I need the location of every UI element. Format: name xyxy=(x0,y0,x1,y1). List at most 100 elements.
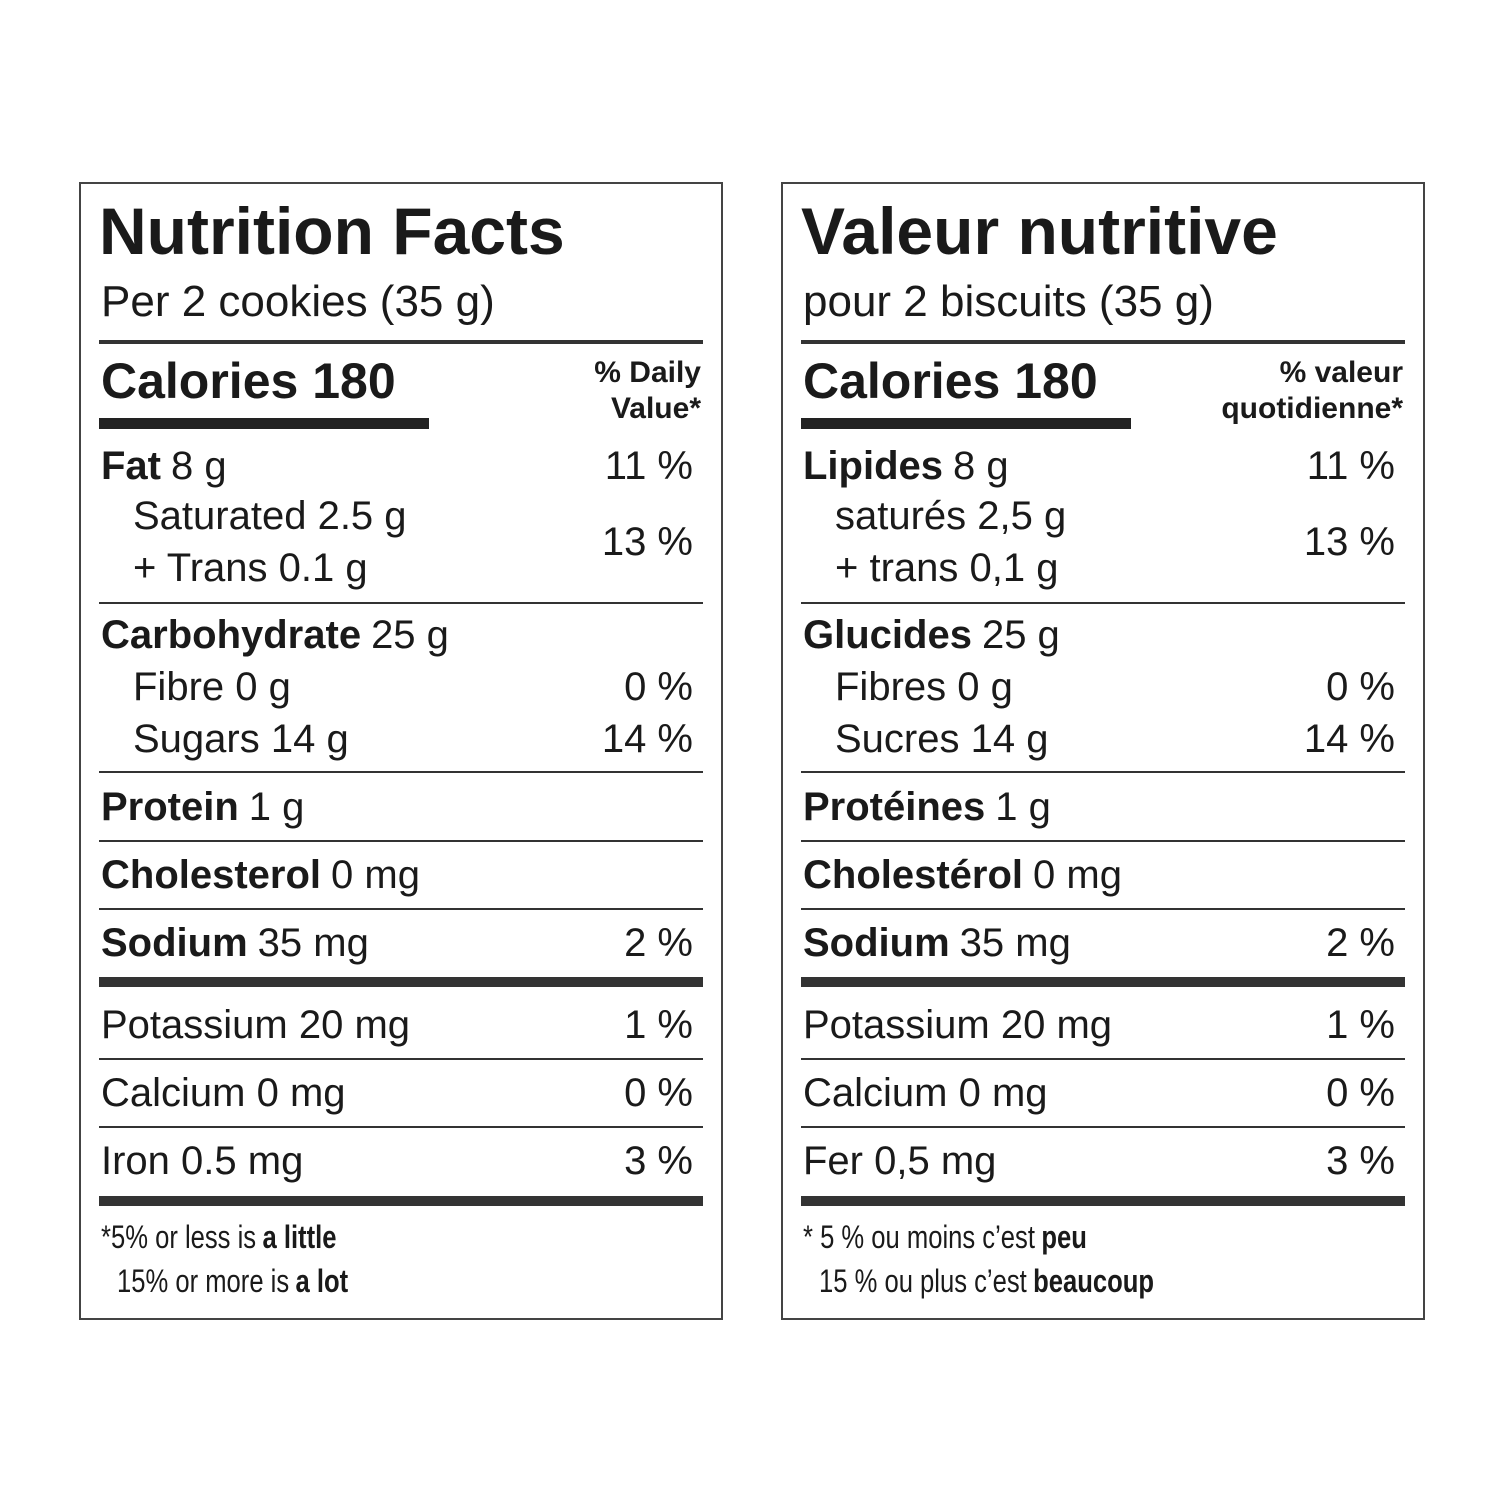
nutrient-name: Glucides xyxy=(803,613,972,657)
rule xyxy=(801,340,1405,344)
dv-header: % Daily xyxy=(594,356,701,389)
rule xyxy=(99,771,703,773)
nutrient-amount: Potassium 20 mg xyxy=(803,1003,1113,1047)
daily-value: 0 % xyxy=(624,665,693,709)
nutrient-row: Sodium 35 mg xyxy=(803,918,1071,968)
footnote-text: * 5 % ou moins c’est xyxy=(803,1219,1035,1255)
nutrient-row: Cholestérol 0 mg xyxy=(803,850,1122,900)
rule xyxy=(801,977,1405,987)
nutrient-row: Potassium 20 mg xyxy=(101,1000,410,1050)
nutrient-name: Cholestérol xyxy=(803,853,1024,897)
nutrient-row: saturés 2,5 g xyxy=(835,491,1066,541)
nutrient-name: Protein xyxy=(101,785,239,829)
nutrient-amount: + trans 0,1 g xyxy=(835,546,1059,590)
nutrition-panel: Nutrition Facts Per 2 cookies (35 g) Calor… xyxy=(79,182,723,1320)
rule xyxy=(801,602,1405,604)
footnote-text: *5% or less is xyxy=(101,1219,257,1255)
daily-value: 11 % xyxy=(1306,444,1395,488)
nutrient-amount: 1 g xyxy=(995,785,1051,829)
nutrient-amount: + Trans 0.1 g xyxy=(133,546,368,590)
nutrient-row: Saturated 2.5 g xyxy=(133,491,407,541)
nutrient-amount: Calcium 0 mg xyxy=(101,1071,346,1115)
daily-value: 13 % xyxy=(601,520,693,564)
nutrient-name: Fat xyxy=(101,444,161,488)
footnote-text: 15% or more is xyxy=(117,1263,290,1299)
nutrient-row: Fibre 0 g xyxy=(133,662,291,712)
title: Nutrition Facts xyxy=(99,194,565,268)
nutrient-amount: 0 mg xyxy=(331,853,420,897)
nutrient-row: Glucides 25 g xyxy=(803,610,1060,660)
nutrient-name: Lipides xyxy=(803,444,944,488)
nutrient-row: Fer 0,5 mg xyxy=(803,1136,996,1186)
rule xyxy=(801,1126,1405,1128)
nutrient-row: Fibres 0 g xyxy=(835,662,1013,712)
nutrient-name: Carbohydrate xyxy=(101,613,362,657)
serving-size: Per 2 cookies (35 g) xyxy=(101,277,495,326)
nutrient-row: Fat 8 g xyxy=(101,441,227,491)
rule xyxy=(99,1058,703,1060)
nutrient-amount: Fer 0,5 mg xyxy=(803,1139,997,1183)
daily-value: 2 % xyxy=(1326,921,1395,965)
nutrient-row: + Trans 0.1 g xyxy=(133,543,368,593)
nutrient-row: Iron 0.5 mg xyxy=(101,1136,303,1186)
nutrition-panel: Valeur nutritive pour 2 biscuits (35 g) Ca… xyxy=(781,182,1425,1320)
calories-bar xyxy=(801,418,1131,429)
nutrient-row: Calcium 0 mg xyxy=(803,1068,1048,1118)
rule xyxy=(99,1196,703,1206)
nutrient-name: Cholesterol xyxy=(101,853,322,897)
daily-value: 14 % xyxy=(1303,717,1395,761)
rule xyxy=(99,340,703,344)
nutrient-row: Sodium 35 mg xyxy=(101,918,369,968)
nutrient-row: Cholesterol 0 mg xyxy=(101,850,420,900)
rule xyxy=(801,1196,1405,1206)
rule xyxy=(99,602,703,604)
serving-size: pour 2 biscuits (35 g) xyxy=(803,277,1214,326)
calories: Calories 180 xyxy=(101,353,396,409)
nutrient-amount: Saturated 2.5 g xyxy=(133,494,407,538)
nutrient-amount: Fibre 0 g xyxy=(133,665,291,709)
nutrient-amount: Potassium 20 mg xyxy=(101,1003,411,1047)
footnote: *5% or less is a little xyxy=(101,1217,336,1257)
dv-header: quotidienne* xyxy=(1221,392,1403,425)
daily-value: 1 % xyxy=(624,1003,693,1047)
footnote: 15% or more is a lot xyxy=(117,1261,348,1301)
daily-value: 11 % xyxy=(604,444,693,488)
footnote: * 5 % ou moins c’est peu xyxy=(803,1217,1087,1257)
nutrient-row: Sugars 14 g xyxy=(133,714,349,764)
nutrient-amount: 35 mg xyxy=(959,921,1071,965)
rule xyxy=(801,771,1405,773)
daily-value: 13 % xyxy=(1303,520,1395,564)
nutrient-amount: 35 mg xyxy=(257,921,369,965)
nutrient-amount: 0 mg xyxy=(1033,853,1122,897)
nutrient-row: Carbohydrate 25 g xyxy=(101,610,449,660)
rule xyxy=(801,840,1405,842)
daily-value: 0 % xyxy=(1326,1071,1395,1115)
calories: Calories 180 xyxy=(803,353,1098,409)
footnote-emphasis: a lot xyxy=(295,1263,349,1299)
dv-header: Value* xyxy=(610,392,701,425)
footnote-emphasis: peu xyxy=(1041,1219,1087,1255)
rule xyxy=(99,840,703,842)
footnote: 15 % ou plus c’est beaucoup xyxy=(819,1261,1154,1301)
nutrient-row: Lipides 8 g xyxy=(803,441,1009,491)
nutrient-amount: Calcium 0 mg xyxy=(803,1071,1048,1115)
nutrient-amount: saturés 2,5 g xyxy=(835,494,1067,538)
daily-value: 3 % xyxy=(624,1139,693,1183)
daily-value: 3 % xyxy=(1326,1139,1395,1183)
nutrient-row: Sucres 14 g xyxy=(835,714,1048,764)
daily-value: 1 % xyxy=(1326,1003,1395,1047)
rule xyxy=(99,977,703,987)
daily-value: 14 % xyxy=(601,717,693,761)
nutrient-amount: Sugars 14 g xyxy=(133,717,349,761)
nutrient-name: Sodium xyxy=(803,921,950,965)
daily-value: 0 % xyxy=(624,1071,693,1115)
title: Valeur nutritive xyxy=(801,194,1278,268)
rule xyxy=(99,908,703,910)
dv-header: % valeur xyxy=(1279,356,1403,389)
footnote-emphasis: a little xyxy=(262,1219,337,1255)
nutrient-name: Sodium xyxy=(101,921,248,965)
nutrient-row: Protéines 1 g xyxy=(803,782,1051,832)
nutrient-amount: 1 g xyxy=(248,785,305,829)
nutrient-name: Protéines xyxy=(803,785,986,829)
